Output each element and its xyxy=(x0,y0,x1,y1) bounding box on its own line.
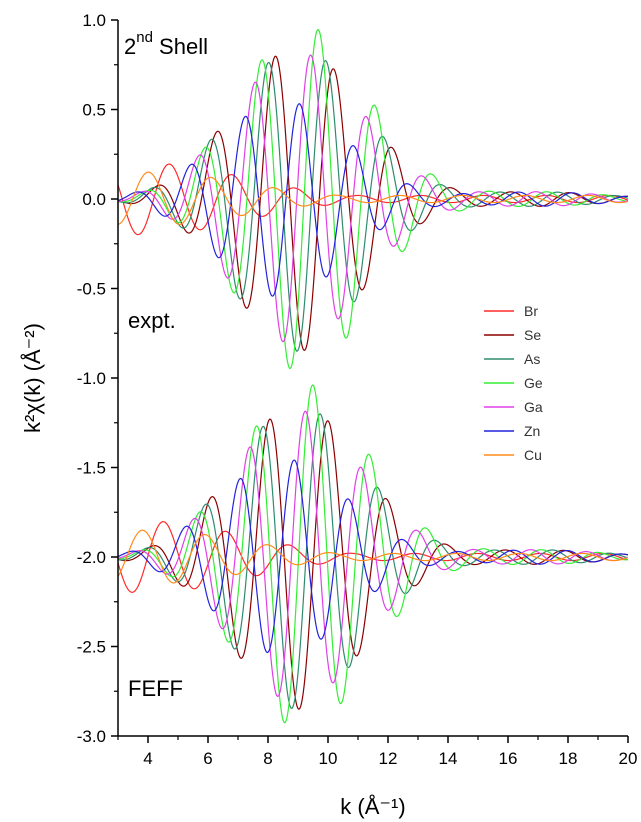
x-tick-label: 8 xyxy=(263,749,272,768)
series-line-ge-feff xyxy=(118,384,628,724)
y-tick-label: -0.5 xyxy=(77,280,106,299)
series-line-se-feff xyxy=(118,418,628,710)
series-line-ge-expt xyxy=(118,29,628,370)
series-line-cu-feff xyxy=(118,529,628,584)
x-tick-label: 18 xyxy=(559,749,578,768)
y-tick-label: -2.0 xyxy=(77,548,106,567)
series-line-as-feff xyxy=(118,413,628,709)
series-line-ga-feff xyxy=(118,410,628,698)
series-layer xyxy=(118,29,628,724)
legend-label-se: Se xyxy=(524,327,541,343)
axes xyxy=(117,20,628,737)
x-tick-label: 20 xyxy=(619,749,638,768)
x-axis-title: k (Å⁻¹) xyxy=(340,794,405,819)
series-line-br-expt xyxy=(118,163,628,236)
legend-label-ge: Ge xyxy=(524,375,543,391)
shell-sup: nd xyxy=(136,29,153,46)
x-tick-label: 4 xyxy=(143,749,152,768)
x-tick-label: 6 xyxy=(203,749,212,768)
shell-main: 2 xyxy=(124,34,136,59)
x-ticks: 4 6 8 10 12 14 16 18 20 xyxy=(117,736,638,768)
x-tick-label: 14 xyxy=(439,749,458,768)
y-tick-label: -2.5 xyxy=(77,638,106,657)
series-line-ga-expt xyxy=(118,54,628,343)
legend-label-cu: Cu xyxy=(524,447,542,463)
shell-rest: Shell xyxy=(153,34,208,59)
x-tick-label: 10 xyxy=(319,749,338,768)
legend-label-ga: Ga xyxy=(524,399,543,415)
y-tick-label: 1.0 xyxy=(82,11,106,30)
shell-annotation: 2nd Shell xyxy=(124,29,208,59)
y-ticks: 1.0 0.5 0.0 -0.5 -1.0 -1.5 -2.0 -2.5 -3.0 xyxy=(77,11,118,746)
y-axis-title: k²χ(k) (Å⁻²) xyxy=(20,323,45,433)
y-tick-label: 0.5 xyxy=(82,101,106,120)
expt-annotation: expt. xyxy=(128,308,176,333)
series-line-cu-expt xyxy=(118,171,628,226)
y-tick-label: -1.5 xyxy=(77,459,106,478)
feff-annotation: FEFF xyxy=(128,676,183,701)
legend-label-as: As xyxy=(524,351,540,367)
legend-label-br: Br xyxy=(524,303,538,319)
legend: Br Se As Ge Ga Zn Cu xyxy=(484,303,543,463)
y-tick-label: 0.0 xyxy=(82,190,106,209)
y-tick-label: -1.0 xyxy=(77,369,106,388)
legend-label-zn: Zn xyxy=(524,423,540,439)
series-line-zn-expt xyxy=(118,103,628,297)
series-line-as-expt xyxy=(118,59,628,352)
x-tick-label: 16 xyxy=(499,749,518,768)
y-tick-label: -3.0 xyxy=(77,727,106,746)
x-tick-label: 12 xyxy=(379,749,398,768)
series-line-zn-feff xyxy=(118,459,628,654)
